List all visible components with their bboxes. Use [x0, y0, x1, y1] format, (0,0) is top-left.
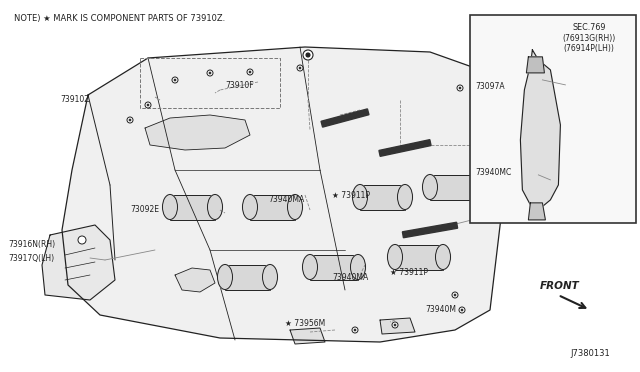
Text: 73940MC: 73940MC: [476, 169, 511, 177]
Text: (76914P(LH)): (76914P(LH)): [564, 44, 615, 53]
Circle shape: [459, 87, 461, 89]
Circle shape: [209, 72, 211, 74]
Text: 73910Z: 73910Z: [60, 96, 90, 105]
Polygon shape: [310, 255, 358, 280]
Circle shape: [249, 71, 251, 73]
Text: NOTE) ★ MARK IS COMPONENT PARTS OF 73910Z.: NOTE) ★ MARK IS COMPONENT PARTS OF 73910…: [14, 14, 225, 23]
FancyBboxPatch shape: [470, 15, 636, 223]
Text: FRONT: FRONT: [540, 281, 580, 291]
Polygon shape: [520, 50, 561, 210]
Text: (76913G(RH)): (76913G(RH)): [563, 34, 616, 43]
Ellipse shape: [243, 195, 257, 219]
Text: 73092E: 73092E: [130, 205, 159, 215]
Circle shape: [306, 53, 310, 57]
Text: 73916N(RH): 73916N(RH): [8, 241, 55, 250]
Circle shape: [459, 307, 465, 313]
Circle shape: [147, 104, 149, 106]
Circle shape: [127, 117, 133, 123]
Polygon shape: [526, 57, 545, 73]
Ellipse shape: [351, 254, 365, 279]
Polygon shape: [430, 175, 478, 200]
Polygon shape: [380, 318, 415, 334]
Circle shape: [247, 69, 253, 75]
Circle shape: [172, 77, 178, 83]
Ellipse shape: [387, 244, 403, 269]
Ellipse shape: [422, 174, 438, 199]
Circle shape: [454, 294, 456, 296]
Circle shape: [145, 102, 151, 108]
Circle shape: [303, 50, 313, 60]
Polygon shape: [225, 265, 270, 290]
Circle shape: [489, 109, 491, 111]
Circle shape: [457, 85, 463, 91]
Polygon shape: [62, 47, 512, 342]
Circle shape: [461, 309, 463, 311]
Polygon shape: [170, 195, 215, 220]
Polygon shape: [403, 222, 458, 238]
Polygon shape: [175, 268, 215, 292]
Text: 73940MA: 73940MA: [332, 273, 368, 282]
Circle shape: [394, 324, 396, 326]
Ellipse shape: [397, 185, 413, 209]
Ellipse shape: [435, 244, 451, 269]
Text: ★ 73911P: ★ 73911P: [332, 190, 370, 199]
Circle shape: [174, 79, 176, 81]
Polygon shape: [395, 245, 443, 270]
Ellipse shape: [287, 195, 303, 219]
Circle shape: [352, 327, 358, 333]
Circle shape: [297, 65, 303, 71]
Ellipse shape: [470, 174, 486, 199]
Text: 73940MA: 73940MA: [268, 196, 304, 205]
Polygon shape: [360, 185, 405, 210]
Circle shape: [487, 107, 493, 113]
Circle shape: [392, 322, 398, 328]
Text: J7380131: J7380131: [570, 349, 610, 358]
Circle shape: [452, 292, 458, 298]
Circle shape: [207, 70, 213, 76]
Text: 73940M: 73940M: [425, 305, 456, 314]
Text: 73940MB: 73940MB: [568, 145, 604, 154]
Text: ★ 73911P: ★ 73911P: [510, 108, 548, 116]
Text: 73910F: 73910F: [225, 80, 253, 90]
Circle shape: [299, 67, 301, 69]
Polygon shape: [321, 109, 369, 127]
Polygon shape: [379, 140, 431, 156]
Ellipse shape: [163, 195, 177, 219]
Text: 73917Q(LH): 73917Q(LH): [8, 253, 54, 263]
Ellipse shape: [262, 264, 278, 289]
Ellipse shape: [218, 264, 232, 289]
Polygon shape: [42, 225, 115, 300]
Text: 73097A: 73097A: [476, 82, 505, 92]
Ellipse shape: [353, 185, 367, 209]
Circle shape: [354, 329, 356, 331]
Text: 73940MB: 73940MB: [548, 87, 584, 96]
Text: ★ 73911P: ★ 73911P: [390, 267, 428, 276]
Text: SEC.769: SEC.769: [573, 23, 606, 32]
Text: 73996: 73996: [490, 54, 515, 62]
Polygon shape: [250, 195, 295, 220]
Ellipse shape: [303, 254, 317, 279]
Text: ★ 73911P: ★ 73911P: [578, 193, 616, 202]
Polygon shape: [145, 115, 250, 150]
Text: ★ 73956M: ★ 73956M: [285, 318, 325, 327]
Ellipse shape: [207, 195, 223, 219]
Circle shape: [129, 119, 131, 121]
Polygon shape: [529, 203, 545, 220]
Circle shape: [78, 236, 86, 244]
Polygon shape: [290, 328, 325, 344]
